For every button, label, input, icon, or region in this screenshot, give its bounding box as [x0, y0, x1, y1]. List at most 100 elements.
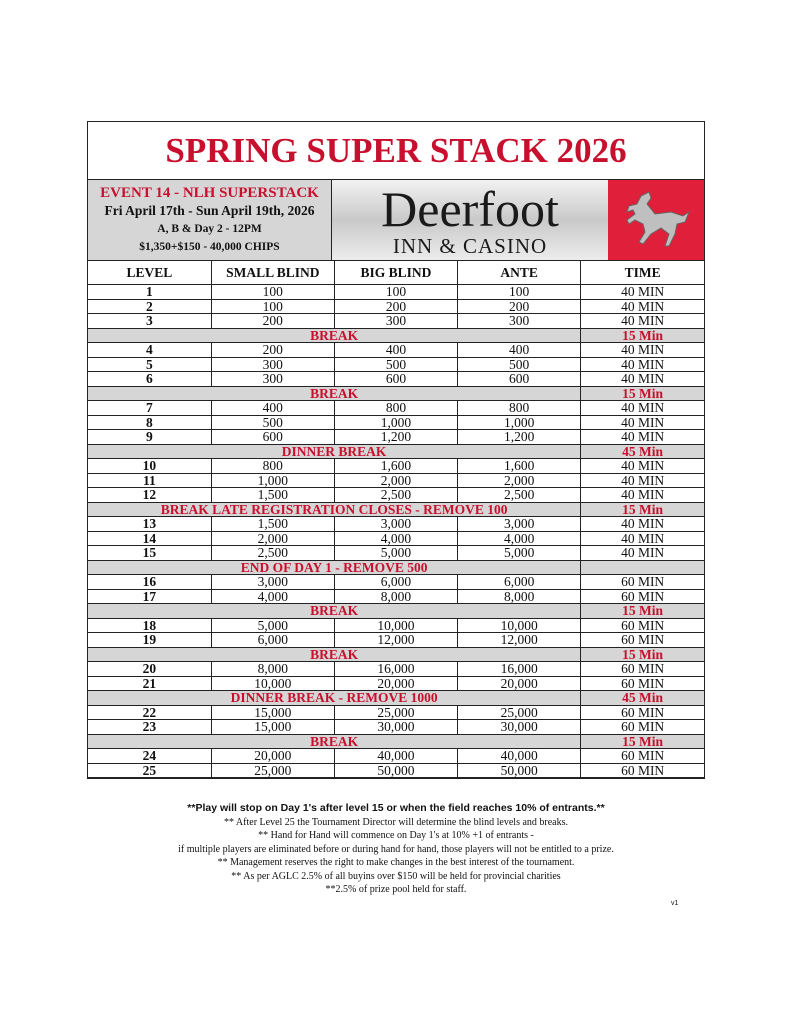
cell-ante: 16,000 — [457, 661, 582, 677]
cell-level: 6 — [88, 371, 212, 387]
cell-small-blind: 1,500 — [210, 516, 335, 532]
cell-level: 22 — [88, 705, 212, 720]
event-buyin: $1,350+$150 - 40,000 CHIPS — [139, 241, 280, 253]
column-header: SMALL BLIND — [210, 261, 335, 285]
cell-time: 40 MIN — [580, 284, 704, 300]
cell-big-blind: 30,000 — [333, 719, 459, 735]
break-time: 45 Min — [580, 444, 704, 459]
structure-sheet: SPRING SUPER STACK 2026 EVENT 14 - NLH S… — [87, 121, 705, 779]
cell-time: 40 MIN — [580, 516, 704, 532]
cell-small-blind: 10,000 — [210, 676, 335, 691]
cell-ante: 1,600 — [457, 458, 582, 474]
cell-level: 16 — [88, 574, 212, 590]
note-line: ** After Level 25 the Tournament Directo… — [223, 816, 568, 828]
cell-small-blind: 6,000 — [210, 632, 335, 648]
break-row: DINNER BREAK 45 Min — [88, 444, 704, 459]
level-row: 10 800 1,600 1,600 40 MIN — [88, 458, 704, 474]
event-header: EVENT 14 - NLH SUPERSTACK Fri April 17th… — [88, 180, 704, 261]
cell-big-blind: 300 — [333, 313, 459, 329]
break-time: 45 Min — [580, 690, 704, 706]
cell-level: 20 — [88, 661, 212, 677]
column-header: LEVEL — [88, 261, 212, 285]
column-header: TIME — [580, 261, 704, 285]
cell-time: 40 MIN — [580, 299, 704, 314]
break-time — [580, 560, 704, 575]
level-row: 21 10,000 20,000 20,000 60 MIN — [88, 676, 704, 691]
cell-small-blind: 400 — [210, 400, 335, 416]
level-row: 5 300 500 500 40 MIN — [88, 357, 704, 372]
cell-big-blind: 12,000 — [333, 632, 459, 648]
cell-level: 25 — [88, 763, 212, 778]
level-row: 22 15,000 25,000 25,000 60 MIN — [88, 705, 704, 720]
cell-level: 18 — [88, 618, 212, 633]
cell-small-blind: 500 — [210, 415, 335, 430]
cell-time: 60 MIN — [580, 705, 704, 720]
cell-ante: 1,000 — [457, 415, 582, 430]
cell-big-blind: 800 — [333, 400, 459, 416]
cell-small-blind: 100 — [210, 299, 335, 314]
level-row: 14 2,000 4,000 4,000 40 MIN — [88, 531, 704, 546]
cell-ante: 2,000 — [457, 473, 582, 488]
cell-time: 60 MIN — [580, 574, 704, 590]
cell-time: 60 MIN — [580, 632, 704, 648]
column-header: ANTE — [457, 261, 582, 285]
break-row: BREAK 15 Min — [88, 328, 704, 343]
cell-ante: 1,200 — [457, 429, 582, 445]
break-time: 15 Min — [580, 502, 704, 517]
cell-ante: 600 — [457, 371, 582, 387]
logo-name: Deerfoot — [381, 181, 559, 237]
cell-big-blind: 10,000 — [333, 618, 459, 633]
note-line: **2.5% of prize pool held for staff. — [325, 884, 467, 895]
cell-ante: 4,000 — [457, 531, 582, 546]
note-line: ** Management reserves the right to make… — [217, 857, 575, 868]
cell-time: 40 MIN — [580, 313, 704, 329]
cell-level: 10 — [88, 458, 212, 474]
level-row: 6 300 600 600 40 MIN — [88, 371, 704, 387]
break-row: DINNER BREAK - REMOVE 1000 45 Min — [88, 690, 704, 706]
note-line: **Play will stop on Day 1's after level … — [187, 802, 605, 814]
cell-small-blind: 1,500 — [210, 487, 335, 503]
casino-logo: Deerfoot INN & CASINO — [332, 180, 704, 260]
break-label: BREAK — [88, 603, 582, 619]
level-row: 11 1,000 2,000 2,000 40 MIN — [88, 473, 704, 488]
level-row: 24 20,000 40,000 40,000 60 MIN — [88, 748, 704, 764]
cell-big-blind: 2,000 — [333, 473, 459, 488]
level-row: 20 8,000 16,000 16,000 60 MIN — [88, 661, 704, 677]
level-row: 8 500 1,000 1,000 40 MIN — [88, 415, 704, 430]
cell-big-blind: 25,000 — [333, 705, 459, 720]
break-row: BREAK 15 Min — [88, 603, 704, 619]
break-row: BREAK 15 Min — [88, 734, 704, 749]
blind-structure-table: LEVEL SMALL BLIND BIG BLIND ANTE TIME 1 100 10… — [88, 261, 704, 778]
break-row: BREAK LATE REGISTRATION CLOSES - REMOVE … — [88, 502, 704, 517]
cell-time: 60 MIN — [580, 589, 704, 604]
break-label: BREAK — [88, 386, 582, 401]
break-time: 15 Min — [580, 386, 704, 401]
cell-level: 7 — [88, 400, 212, 416]
break-time: 15 Min — [580, 603, 704, 619]
logo-subtitle: INN & CASINO — [392, 234, 548, 258]
break-label: BREAK — [88, 734, 582, 749]
cell-ante: 50,000 — [457, 763, 582, 778]
cell-big-blind: 3,000 — [333, 516, 459, 532]
cell-time: 60 MIN — [580, 676, 704, 691]
page-title: SPRING SUPER STACK 2026 — [88, 122, 704, 180]
break-time: 15 Min — [580, 647, 704, 662]
cell-level: 3 — [88, 313, 212, 329]
note-line: ** As per AGLC 2.5% of all buyins over $… — [231, 870, 561, 882]
break-label: END OF DAY 1 - REMOVE 500 — [88, 560, 582, 575]
cell-ante: 400 — [457, 342, 582, 358]
cell-small-blind: 800 — [210, 458, 335, 474]
cell-time: 40 MIN — [580, 342, 704, 358]
cell-ante: 500 — [457, 357, 582, 372]
cell-small-blind: 1,000 — [210, 473, 335, 488]
cell-ante: 20,000 — [457, 676, 582, 691]
cell-big-blind: 1,200 — [333, 429, 459, 445]
cell-ante: 3,000 — [457, 516, 582, 532]
cell-big-blind: 500 — [333, 357, 459, 372]
column-header: BIG BLIND — [333, 261, 459, 285]
cell-level: 11 — [88, 473, 212, 488]
cell-level: 9 — [88, 429, 212, 445]
cell-time: 40 MIN — [580, 531, 704, 546]
break-label: BREAK — [88, 328, 582, 343]
cell-ante: 40,000 — [457, 748, 582, 764]
